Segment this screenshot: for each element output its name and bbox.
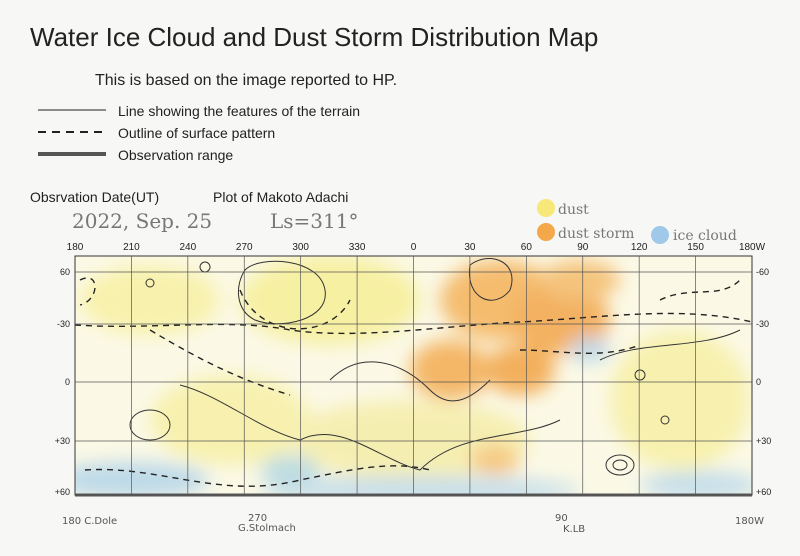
color-legend-label: ice cloud bbox=[673, 228, 737, 244]
longitude-label: 180 bbox=[67, 242, 84, 253]
latitude-label: -30 bbox=[756, 319, 769, 329]
longitude-label: 180W bbox=[739, 242, 766, 253]
longitude-label: 30 bbox=[464, 242, 476, 253]
legend-label: Observation range bbox=[118, 147, 233, 163]
ice-cloud-swatch bbox=[651, 226, 669, 244]
bottom-label: 270 bbox=[248, 513, 267, 524]
plotter: Plot of Makoto Adachi bbox=[213, 189, 348, 205]
latitude-label: +30 bbox=[55, 436, 70, 446]
longitude-label: 270 bbox=[236, 242, 253, 253]
legend-label: Line showing the features of the terrain bbox=[118, 103, 360, 119]
latitude-label: -60 bbox=[756, 267, 769, 277]
longitude-label: 60 bbox=[521, 242, 533, 253]
dust-swatch bbox=[537, 199, 555, 217]
color-legend-label: dust bbox=[558, 202, 589, 218]
latitude-label: 0 bbox=[756, 377, 761, 387]
subtitle: This is based on the image reported to H… bbox=[95, 72, 397, 89]
latitude-label: -30 bbox=[57, 319, 70, 329]
longitude-label: 210 bbox=[123, 242, 140, 253]
color-legend-label: dust storm bbox=[558, 226, 634, 242]
latitude-label: 0 bbox=[65, 377, 70, 387]
longitude-label: 330 bbox=[349, 242, 366, 253]
longitude-label: 90 bbox=[577, 242, 589, 253]
legend-label: Outline of surface pattern bbox=[118, 125, 275, 141]
latitude-label: +60 bbox=[55, 487, 70, 497]
latitude-label: +30 bbox=[756, 436, 771, 446]
title: Water Ice Cloud and Dust Storm Distribut… bbox=[30, 22, 598, 52]
map-washes bbox=[75, 256, 752, 495]
bottom-label: 90 bbox=[555, 513, 568, 524]
bottom-label: K.LB bbox=[563, 524, 585, 535]
latitude-label: 60 bbox=[60, 267, 70, 277]
bottom-label: 180 C.Dole bbox=[62, 516, 117, 527]
longitude-label: 300 bbox=[292, 242, 309, 253]
latitude-label: +60 bbox=[756, 487, 771, 497]
longitude-label: 240 bbox=[179, 242, 196, 253]
dust-storm-swatch bbox=[537, 223, 555, 241]
longitude-label: 0 bbox=[411, 242, 417, 253]
ls: Ls=311° bbox=[270, 209, 358, 233]
longitude-label: 120 bbox=[631, 242, 648, 253]
bottom-label: 180W bbox=[735, 516, 764, 527]
date-label: Obsrvation Date(UT) bbox=[30, 189, 159, 205]
longitude-label: 150 bbox=[687, 242, 704, 253]
date: 2022, Sep. 25 bbox=[72, 209, 212, 233]
bottom-label: G.Stolmach bbox=[238, 523, 296, 534]
